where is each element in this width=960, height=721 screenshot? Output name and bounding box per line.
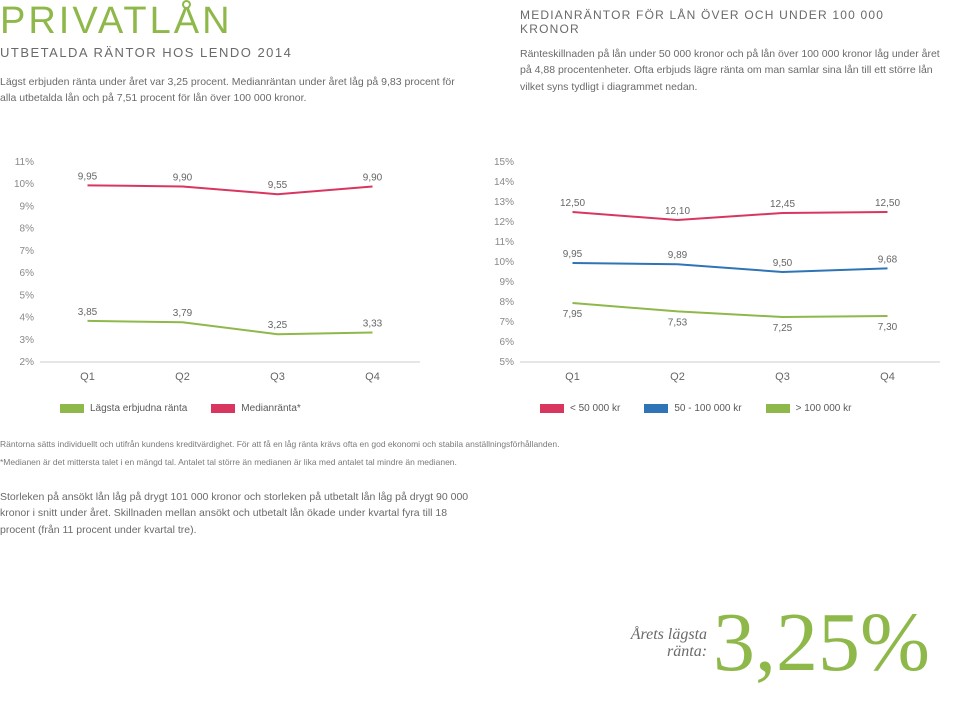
lowest-rate-value: 3,25% bbox=[713, 605, 930, 681]
svg-text:Q1: Q1 bbox=[80, 371, 95, 383]
svg-text:6%: 6% bbox=[500, 337, 515, 348]
legend-label: Lägsta erbjudna ränta bbox=[90, 403, 187, 414]
svg-text:3,33: 3,33 bbox=[363, 318, 383, 329]
chart-left-svg: 2% 3% 4% 5% 6% 7% 8% 9% 10% 11% Q1 Q2 Q3 Q4 9,95 9,90 9,… bbox=[0, 157, 430, 389]
svg-text:11%: 11% bbox=[495, 237, 514, 248]
svg-text:9%: 9% bbox=[500, 277, 515, 288]
legend-swatch bbox=[766, 404, 790, 413]
legend-right: < 50 000 kr 50 - 100 000 kr > 100 000 kr bbox=[540, 403, 950, 414]
svg-text:10%: 10% bbox=[494, 257, 514, 268]
svg-text:3,79: 3,79 bbox=[173, 308, 193, 319]
svg-text:12%: 12% bbox=[494, 217, 514, 228]
svg-text:7%: 7% bbox=[500, 317, 515, 328]
svg-text:12,45: 12,45 bbox=[770, 199, 795, 210]
svg-text:9%: 9% bbox=[20, 201, 35, 212]
svg-text:Q1: Q1 bbox=[565, 371, 580, 383]
footnote-1: Räntorna sätts individuellt och utifrån … bbox=[0, 438, 560, 451]
lowest-rate-label: Årets lägstaränta: bbox=[631, 626, 707, 661]
legend-swatch bbox=[540, 404, 564, 413]
intro-paragraph-right: Ränteskillnaden på lån under 50 000 kron… bbox=[520, 46, 940, 95]
svg-text:12,50: 12,50 bbox=[875, 198, 900, 209]
legend-swatch bbox=[211, 404, 235, 413]
chart-right-svg: 5% 6% 7% 8% 9% 10% 11% 12% 13% 14% 15% Q1 Q2 Q3 Q4 12,5… bbox=[480, 157, 950, 389]
legend-item: 50 - 100 000 kr bbox=[644, 403, 741, 414]
svg-text:4%: 4% bbox=[20, 312, 35, 323]
legend-item: > 100 000 kr bbox=[766, 403, 852, 414]
section-heading-right: MEDIANRÄNTOR FÖR LÅN ÖVER OCH UNDER 100 … bbox=[520, 8, 940, 36]
bottom-paragraph: Storleken på ansökt lån låg på drygt 101… bbox=[0, 489, 480, 538]
chart-left: 2% 3% 4% 5% 6% 7% 8% 9% 10% 11% Q1 Q2 Q3 Q4 9,95 9,90 9,… bbox=[0, 157, 430, 389]
legend-swatch bbox=[644, 404, 668, 413]
svg-text:3,25: 3,25 bbox=[268, 320, 288, 331]
svg-text:9,55: 9,55 bbox=[268, 180, 288, 191]
page-title: PRIVATLÅN bbox=[0, 0, 460, 43]
svg-text:Q4: Q4 bbox=[365, 371, 380, 383]
svg-text:9,90: 9,90 bbox=[363, 172, 383, 183]
svg-text:5%: 5% bbox=[20, 290, 35, 301]
svg-text:7,95: 7,95 bbox=[563, 309, 583, 320]
svg-text:15%: 15% bbox=[494, 157, 514, 168]
svg-text:11%: 11% bbox=[15, 157, 34, 168]
svg-text:9,68: 9,68 bbox=[878, 254, 898, 265]
svg-text:13%: 13% bbox=[494, 197, 514, 208]
legend-item: < 50 000 kr bbox=[540, 403, 620, 414]
svg-text:3,85: 3,85 bbox=[78, 306, 98, 317]
lowest-rate-box: Årets lägstaränta: 3,25% bbox=[631, 605, 930, 681]
svg-text:2%: 2% bbox=[20, 357, 35, 368]
svg-text:Q4: Q4 bbox=[880, 371, 895, 383]
svg-text:3%: 3% bbox=[20, 334, 35, 345]
svg-text:5%: 5% bbox=[500, 357, 515, 368]
legend-swatch bbox=[60, 404, 84, 413]
svg-text:Q3: Q3 bbox=[270, 371, 285, 383]
svg-text:9,89: 9,89 bbox=[668, 250, 688, 261]
svg-text:6%: 6% bbox=[20, 268, 35, 279]
svg-text:7,53: 7,53 bbox=[668, 317, 688, 328]
svg-text:12,10: 12,10 bbox=[665, 206, 690, 217]
page-subtitle: UTBETALDA RÄNTOR HOS LENDO 2014 bbox=[0, 45, 460, 60]
legend-item: Lägsta erbjudna ränta bbox=[60, 403, 187, 414]
svg-text:8%: 8% bbox=[20, 223, 35, 234]
legend-label: < 50 000 kr bbox=[570, 403, 620, 414]
svg-text:9,50: 9,50 bbox=[773, 258, 793, 269]
svg-text:7%: 7% bbox=[20, 245, 35, 256]
svg-text:9,95: 9,95 bbox=[78, 171, 98, 182]
svg-text:10%: 10% bbox=[14, 179, 34, 190]
svg-text:12,50: 12,50 bbox=[560, 198, 585, 209]
svg-text:7,25: 7,25 bbox=[773, 323, 793, 334]
footnotes: Räntorna sätts individuellt och utifrån … bbox=[0, 438, 560, 470]
svg-text:9,95: 9,95 bbox=[563, 249, 583, 260]
legend-item: Medianränta* bbox=[211, 403, 300, 414]
legend-label: Medianränta* bbox=[241, 403, 300, 414]
svg-text:7,30: 7,30 bbox=[878, 322, 898, 333]
svg-text:14%: 14% bbox=[494, 177, 514, 188]
legend-label: 50 - 100 000 kr bbox=[674, 403, 741, 414]
legend-label: > 100 000 kr bbox=[796, 403, 852, 414]
legend-left: Lägsta erbjudna ränta Medianränta* bbox=[60, 403, 430, 414]
svg-text:9,90: 9,90 bbox=[173, 172, 193, 183]
footnote-2: *Medianen är det mittersta talet i en mä… bbox=[0, 456, 560, 469]
svg-text:Q3: Q3 bbox=[775, 371, 790, 383]
intro-paragraph-left: Lägst erbjuden ränta under året var 3,25… bbox=[0, 74, 460, 107]
svg-text:Q2: Q2 bbox=[175, 371, 190, 383]
svg-text:8%: 8% bbox=[500, 297, 515, 308]
svg-text:Q2: Q2 bbox=[670, 371, 685, 383]
chart-right: 5% 6% 7% 8% 9% 10% 11% 12% 13% 14% 15% Q1 Q2 Q3 Q4 12,5… bbox=[480, 157, 950, 389]
